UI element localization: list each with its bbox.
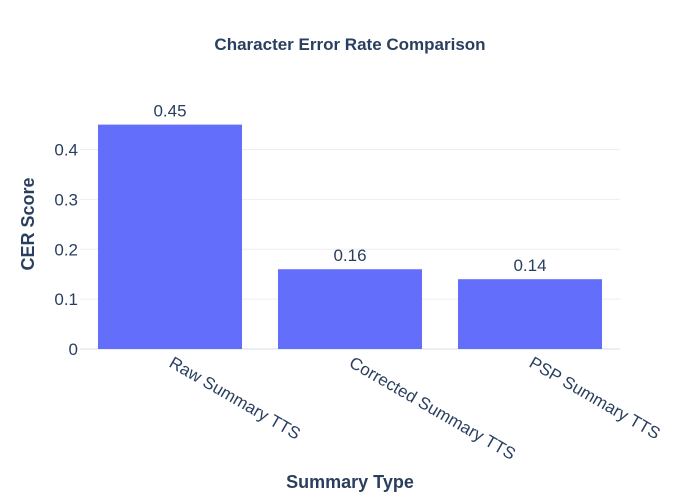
bar-value-label: 0.45 — [153, 102, 186, 121]
x-tick-label: Corrected Summary TTS — [346, 353, 519, 464]
bar[interactable] — [458, 279, 602, 349]
bars — [98, 124, 602, 349]
bar-value-label: 0.16 — [333, 246, 366, 265]
bar[interactable] — [278, 269, 422, 349]
x-tick-label: PSP Summary TTS — [526, 353, 663, 443]
chart-title: Character Error Rate Comparison — [214, 35, 485, 54]
y-tick-label: 0.2 — [54, 240, 78, 259]
y-tick-label: 0 — [69, 340, 78, 359]
bar-value-label: 0.14 — [513, 256, 546, 275]
data-labels: 0.45 0.16 0.14 — [153, 102, 546, 276]
x-axis-title: Summary Type — [286, 472, 414, 492]
bar[interactable] — [98, 124, 242, 349]
x-tick-label: Raw Summary TTS — [166, 353, 304, 443]
y-tick-label: 0.1 — [54, 290, 78, 309]
y-tick-label: 0.3 — [54, 190, 78, 209]
x-axis-ticks: Raw Summary TTS Corrected Summary TTS PSP … — [166, 353, 663, 464]
y-axis-title: CER Score — [18, 177, 38, 270]
y-axis-ticks: 0 0.1 0.2 0.3 0.4 — [54, 141, 78, 359]
y-tick-label: 0.4 — [54, 141, 78, 160]
